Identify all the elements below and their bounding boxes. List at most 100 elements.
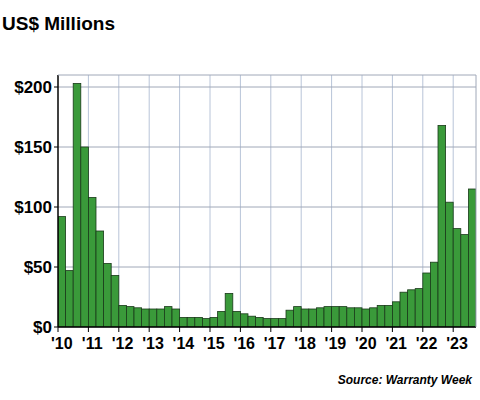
bar — [316, 308, 324, 327]
y-tick-label: $150 — [14, 138, 52, 157]
x-tick-label: '23 — [446, 335, 468, 352]
bar — [468, 189, 476, 327]
y-grid-line — [58, 87, 476, 88]
bar — [225, 293, 233, 327]
x-grid-line — [270, 75, 271, 327]
x-tick-label: '20 — [355, 335, 377, 352]
x-grid-line — [210, 75, 211, 327]
x-grid-line — [179, 75, 180, 327]
y-tick — [54, 87, 58, 88]
x-tick — [149, 327, 150, 332]
x-tick-label: '14 — [173, 335, 195, 352]
chart-svg: $0$50$100$150$200'10'11'12'13'14'15'16'1… — [0, 0, 480, 400]
bar — [324, 307, 332, 327]
bar — [377, 305, 385, 327]
bar — [149, 309, 157, 327]
bar — [263, 319, 271, 327]
bar — [271, 319, 279, 327]
bar — [88, 197, 96, 327]
x-tick-label: '21 — [385, 335, 407, 352]
bar — [385, 305, 393, 327]
bar — [354, 308, 362, 327]
x-grid-line — [362, 75, 363, 327]
bar — [58, 217, 66, 327]
bar — [187, 317, 195, 327]
bar — [96, 231, 104, 327]
bar — [438, 125, 446, 327]
bar — [81, 147, 89, 327]
y-tick — [54, 147, 58, 148]
y-tick-label: $50 — [24, 258, 52, 277]
y-tick — [54, 327, 58, 328]
x-grid-line — [331, 75, 332, 327]
bar — [73, 83, 81, 327]
y-tick — [54, 267, 58, 268]
bar — [362, 309, 370, 327]
x-axis — [58, 326, 476, 328]
bar — [392, 302, 400, 327]
bar — [453, 229, 461, 327]
bar — [119, 305, 127, 327]
bar — [164, 307, 172, 327]
x-tick-label: '19 — [325, 335, 347, 352]
bar — [309, 309, 317, 327]
bar — [195, 317, 203, 327]
bar — [126, 307, 134, 327]
bar — [370, 308, 378, 327]
bar — [339, 307, 347, 327]
bar — [111, 275, 119, 327]
x-grid-line — [240, 75, 241, 327]
bar — [180, 317, 188, 327]
bar — [233, 311, 241, 327]
x-tick-label: '15 — [203, 335, 225, 352]
x-tick — [118, 327, 119, 332]
x-tick — [270, 327, 271, 332]
x-grid-line — [392, 75, 393, 327]
plot-frame — [58, 75, 476, 76]
title: US$ Millions — [2, 13, 115, 34]
bar — [408, 290, 416, 327]
y-axis — [57, 75, 59, 327]
bar — [347, 308, 355, 327]
x-tick-label: '16 — [233, 335, 255, 352]
x-tick — [422, 327, 423, 332]
bar — [218, 311, 226, 327]
x-tick — [58, 327, 59, 332]
y-grid-line — [58, 267, 476, 268]
plot-frame — [476, 75, 477, 327]
x-grid-line — [301, 75, 302, 327]
bar — [142, 309, 150, 327]
x-tick — [301, 327, 302, 332]
bar — [286, 310, 294, 327]
bar — [301, 309, 309, 327]
x-tick — [88, 327, 89, 332]
bar — [134, 308, 142, 327]
x-tick-label: '11 — [82, 335, 103, 352]
x-tick — [240, 327, 241, 332]
x-tick-label: '18 — [294, 335, 316, 352]
x-tick — [331, 327, 332, 332]
x-tick — [362, 327, 363, 332]
x-tick-label: '22 — [416, 335, 438, 352]
plot-area — [58, 75, 476, 327]
y-grid-line — [58, 327, 476, 328]
bar — [256, 317, 264, 327]
bar — [104, 263, 112, 327]
bar — [157, 309, 165, 327]
y-tick — [54, 207, 58, 208]
x-tick-label: '13 — [142, 335, 164, 352]
bars — [58, 83, 476, 327]
chart-container: $0$50$100$150$200'10'11'12'13'14'15'16'1… — [0, 0, 480, 400]
y-tick-label: $100 — [14, 198, 52, 217]
x-tick — [210, 327, 211, 332]
bar — [240, 314, 248, 327]
bar — [248, 316, 256, 327]
x-tick — [179, 327, 180, 332]
grid — [58, 75, 476, 327]
x-tick — [453, 327, 454, 332]
y-grid-line — [58, 207, 476, 208]
y-tick-label: $200 — [14, 78, 52, 97]
bar — [423, 273, 431, 327]
bar — [400, 292, 408, 327]
bar — [66, 271, 74, 327]
